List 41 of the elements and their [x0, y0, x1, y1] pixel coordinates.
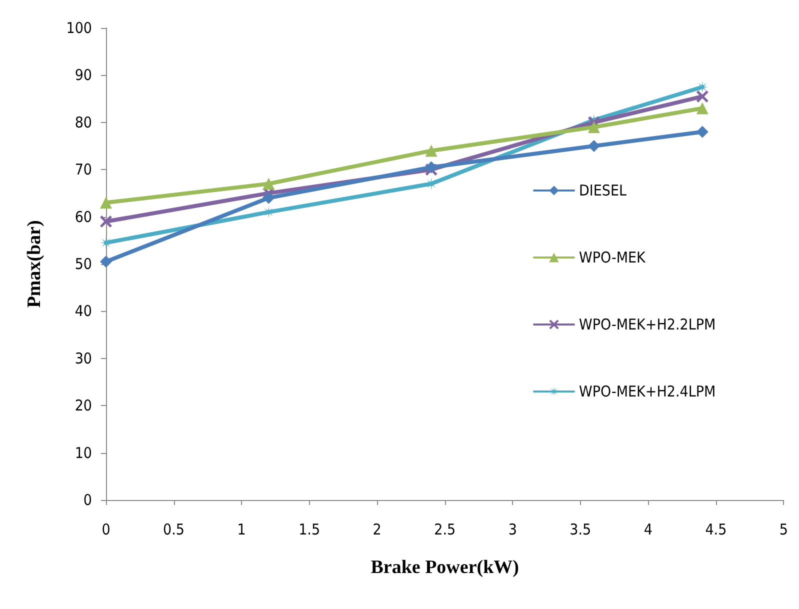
point [696, 90, 708, 102]
y-tick-label: 10 [74, 444, 92, 462]
point [100, 236, 112, 249]
y-tick-label: 70 [74, 160, 92, 179]
point [100, 196, 112, 209]
x-tick-label: 2 [372, 520, 382, 538]
y-axis-title: Pmax(bar) [24, 220, 45, 308]
y-tick-label: 30 [74, 349, 92, 368]
x-tick-label: 3 [508, 520, 517, 538]
x-tick-label: 0.5 [163, 520, 184, 538]
y-tick-label: 50 [74, 255, 92, 273]
y-tick-label: 20 [74, 396, 92, 415]
point [696, 102, 708, 114]
point [100, 216, 112, 228]
x-axis-title: Brake Power(kW) [370, 557, 519, 578]
x-tick-label: 4 [644, 520, 652, 538]
y-tick-label: 90 [74, 66, 92, 84]
y-tick-label: 0 [83, 491, 92, 509]
legend-label: DIESEL [579, 182, 627, 200]
legend-label: WPO-MEK+H2.4LPM [579, 382, 716, 400]
point [425, 161, 438, 174]
point [588, 121, 600, 134]
point [588, 140, 600, 152]
x-tick-label: 4.5 [705, 520, 727, 538]
x-tick-label: 1 [237, 520, 246, 538]
y-tick-label: 80 [74, 113, 92, 132]
y-tick-label: 100 [66, 19, 92, 37]
legend-label: WPO-MEK+H2.2LPM [579, 316, 716, 334]
point [262, 178, 275, 190]
y-tick-label: 60 [74, 208, 92, 226]
point [262, 192, 275, 204]
point [696, 126, 708, 138]
point [425, 144, 438, 157]
x-tick-label: 1.5 [298, 520, 320, 538]
x-tick-label: 5 [779, 520, 788, 538]
x-tick-label: 2.5 [434, 520, 456, 538]
x-tick-label: 3.5 [570, 520, 592, 538]
y-tick-label: 40 [74, 302, 92, 320]
x-tick-label: 0 [102, 520, 110, 538]
legend-label: WPO-MEK [579, 248, 647, 266]
point [100, 256, 112, 268]
